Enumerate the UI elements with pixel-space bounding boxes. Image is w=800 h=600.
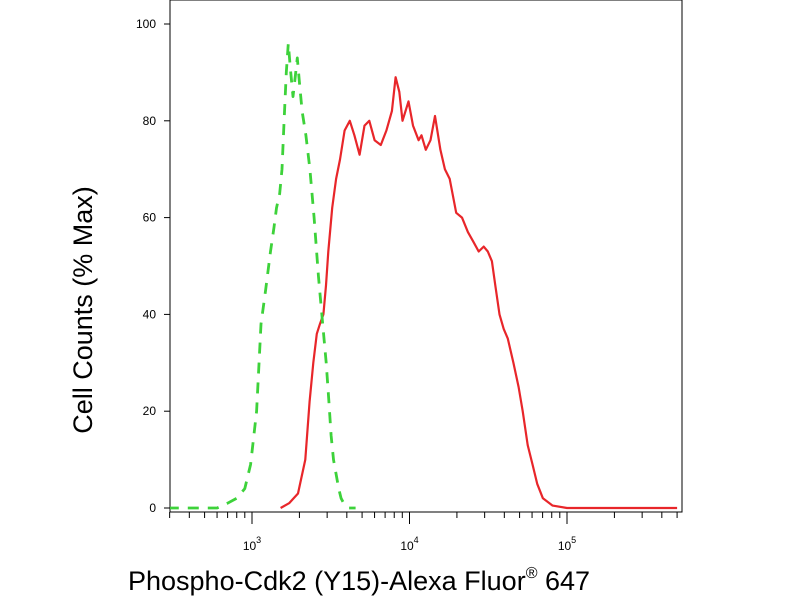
y-tick-label: 0 <box>149 501 156 515</box>
series-line-2 <box>170 42 356 510</box>
y-tick-label: 80 <box>143 114 157 128</box>
y-tick-label: 20 <box>143 404 157 418</box>
x-axis-title-main: Phospho-Cdk2 (Y15)-Alexa Fluor <box>128 566 526 596</box>
y-axis: 0 20 40 60 80 100 <box>136 17 170 515</box>
x-axis-title-suffix: 647 <box>537 566 590 596</box>
x-axis: 103 104 105 <box>169 512 678 553</box>
series-line-1 <box>280 76 678 510</box>
y-axis-title: Cell Counts (% Max) <box>68 186 98 434</box>
x-tick-label: 103 <box>243 535 261 553</box>
y-tick-label: 40 <box>143 307 157 321</box>
series-layer <box>170 42 678 510</box>
x-axis-title: Phospho-Cdk2 (Y15)-Alexa Fluor® 647 <box>128 565 590 596</box>
x-axis-title-superscript: ® <box>526 565 538 582</box>
plot-frame <box>169 0 683 513</box>
y-tick-label: 60 <box>143 211 157 225</box>
y-tick-label: 100 <box>136 17 156 31</box>
x-tick-label: 104 <box>400 535 418 553</box>
x-tick-label: 105 <box>558 535 576 553</box>
